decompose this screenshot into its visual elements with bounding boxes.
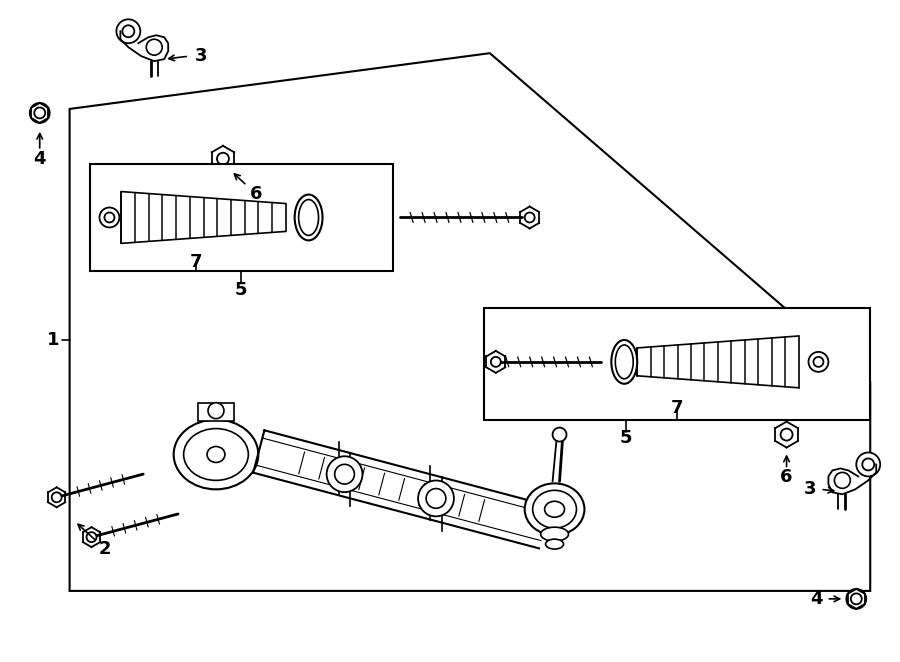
Circle shape bbox=[426, 489, 446, 508]
Text: 7: 7 bbox=[670, 399, 683, 416]
Circle shape bbox=[335, 464, 355, 484]
Text: 3: 3 bbox=[194, 47, 207, 65]
Ellipse shape bbox=[294, 195, 322, 240]
Text: 5: 5 bbox=[620, 428, 633, 447]
Circle shape bbox=[327, 456, 363, 492]
Ellipse shape bbox=[184, 428, 248, 481]
Ellipse shape bbox=[174, 420, 258, 489]
Ellipse shape bbox=[299, 199, 319, 236]
Circle shape bbox=[208, 402, 224, 418]
Circle shape bbox=[862, 459, 874, 471]
Text: 6: 6 bbox=[249, 185, 262, 203]
Circle shape bbox=[122, 25, 134, 37]
Circle shape bbox=[856, 453, 880, 477]
Polygon shape bbox=[69, 53, 870, 591]
Text: 2: 2 bbox=[98, 540, 111, 558]
Bar bbox=[484, 308, 870, 420]
Text: 1: 1 bbox=[48, 331, 60, 349]
Ellipse shape bbox=[207, 446, 225, 463]
Ellipse shape bbox=[616, 345, 634, 379]
Text: 7: 7 bbox=[190, 254, 203, 271]
Circle shape bbox=[846, 589, 866, 609]
Ellipse shape bbox=[545, 539, 563, 549]
Ellipse shape bbox=[544, 501, 564, 517]
Circle shape bbox=[147, 39, 162, 55]
Ellipse shape bbox=[525, 483, 584, 535]
Circle shape bbox=[34, 107, 45, 118]
Circle shape bbox=[780, 428, 793, 440]
Circle shape bbox=[51, 493, 61, 502]
Circle shape bbox=[86, 532, 96, 542]
Bar bbox=[89, 164, 393, 271]
Circle shape bbox=[217, 153, 229, 165]
Circle shape bbox=[30, 103, 50, 123]
Circle shape bbox=[100, 207, 120, 228]
Text: 5: 5 bbox=[235, 281, 248, 299]
Circle shape bbox=[808, 352, 828, 372]
Circle shape bbox=[104, 213, 114, 222]
Text: 4: 4 bbox=[33, 150, 46, 167]
Ellipse shape bbox=[533, 491, 577, 528]
Circle shape bbox=[418, 481, 454, 516]
Circle shape bbox=[553, 428, 566, 442]
Ellipse shape bbox=[611, 340, 637, 384]
Ellipse shape bbox=[541, 527, 569, 541]
Text: 3: 3 bbox=[805, 481, 816, 498]
Circle shape bbox=[491, 357, 500, 367]
Circle shape bbox=[850, 593, 862, 604]
Text: 6: 6 bbox=[780, 469, 793, 487]
Circle shape bbox=[834, 473, 850, 489]
Circle shape bbox=[525, 213, 535, 222]
Bar bbox=[198, 402, 234, 420]
Circle shape bbox=[116, 19, 140, 43]
Circle shape bbox=[814, 357, 824, 367]
Text: 4: 4 bbox=[810, 590, 823, 608]
